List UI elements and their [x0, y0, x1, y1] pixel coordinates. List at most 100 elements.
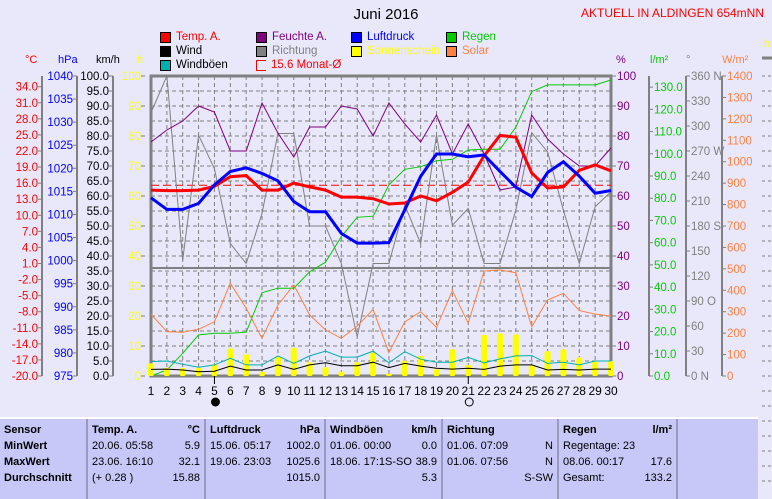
table-column: Richtung 01.06. 07:09 N 01.06. 07:56 N S-SW: [443, 419, 559, 499]
cell-label: (+ 0.28 ): [92, 472, 134, 484]
legend-swatch: [351, 45, 362, 57]
statistics-table: Sensor MinWert MaxWert Durchschnitt Temp. A.…: [0, 417, 758, 499]
rain-tick-label: 80.0: [654, 193, 676, 205]
direction-tick-label: 120: [691, 271, 710, 283]
legend-swatch: [256, 45, 267, 57]
cell-value: 0.0: [421, 440, 437, 452]
rain-tick-label: 20.0: [654, 327, 676, 339]
column-unit: hPa: [299, 424, 320, 436]
table-row: 01.06. 00:00 0.0: [330, 440, 437, 456]
cell-label: 01.06. 00:00: [330, 440, 392, 452]
solar-tick-label: 800: [727, 200, 746, 212]
wind-axis-unit: km/h: [96, 54, 120, 66]
plot-frame: [149, 74, 613, 378]
rain-tick-label: 40.0: [654, 282, 676, 294]
legend-swatch: [160, 31, 171, 43]
x-tick-label: 13: [335, 384, 349, 398]
sun-tick-label: 20: [128, 311, 141, 323]
legend-label: Wind: [176, 45, 203, 57]
cell-value: 17.6: [650, 456, 672, 468]
sun-tick-label: 100: [122, 71, 141, 83]
legend-swatch: [446, 31, 457, 43]
table-row: [682, 472, 754, 488]
table-row: 23.06. 16:10 32.1: [92, 456, 200, 472]
direction-tick-label: 60: [691, 321, 704, 333]
table-row: (+ 0.28 ) 15.88: [92, 472, 200, 488]
cell-label: 18.06. 17:1S-SO: [330, 456, 412, 468]
sun-axis-unit: h: [137, 54, 143, 66]
pressure-tick-label: 1010: [47, 209, 73, 221]
pressure-tick-label: 995: [54, 279, 73, 291]
direction-tick-label: 330: [691, 96, 710, 108]
table-row: S-SW: [447, 472, 553, 488]
pressure-tick-label: 985: [54, 325, 73, 337]
column-header: Windböen: [330, 424, 384, 436]
table-column: Sensor MinWert MaxWert Durchschnitt: [0, 419, 88, 499]
direction-tick-label: 360 N: [691, 71, 722, 83]
sun-tick-label: 10: [128, 341, 141, 353]
x-tick-label: 8: [259, 384, 266, 398]
series-line-wind: [150, 361, 611, 373]
direction-tick-label: 150: [691, 246, 710, 258]
wind-tick-label: 35.0: [87, 266, 109, 278]
pressure-tick-label: 1025: [47, 140, 73, 152]
temp-tick-label: 28.0: [16, 114, 38, 126]
cell-label: 15.06. 05:17: [210, 440, 272, 452]
pressure-tick-label: 975: [54, 371, 73, 383]
x-tick-label: 28: [573, 384, 587, 398]
x-tick-label: 26: [541, 384, 555, 398]
direction-axis-unit: °: [686, 54, 690, 66]
sun-tick-label: 60: [128, 191, 141, 203]
humidity-tick-label: 40: [617, 251, 630, 263]
x-tick-label: 2: [164, 384, 171, 398]
x-tick-label: 16: [382, 384, 396, 398]
wind-tick-label: 25.0: [87, 296, 109, 308]
cell-value: 32.1: [178, 456, 200, 468]
sunshine-bar: [163, 367, 170, 376]
wind-tick-label: 45.0: [87, 236, 109, 248]
legend-swatch: [256, 59, 266, 71]
cell-value: 15.88: [172, 472, 200, 484]
legend-temp: Temp. A.: [160, 31, 221, 43]
legend-monthly-mean: 15.6 Monat-Ø: [256, 59, 341, 71]
series-line-richtung: [150, 75, 612, 337]
wind-tick-label: 30.0: [87, 281, 109, 293]
temp-tick-label: 10.0: [16, 210, 38, 222]
cell-value: 5.9: [184, 440, 200, 452]
column-header: Richtung: [447, 424, 495, 436]
temp-tick-label: -8.0: [18, 307, 38, 319]
table-row: Gesamt: 133.2: [563, 472, 672, 488]
table-row: 01.06. 07:56 N: [447, 456, 553, 472]
temp-axis-unit: °C: [25, 54, 37, 66]
cell-label: 01.06. 07:09: [447, 440, 509, 452]
table-column: Windböen km/h 01.06. 00:00 0.0 18.06. 17:1S-…: [326, 419, 443, 499]
legend-pressure: Luftdruck: [351, 31, 414, 43]
table-row: [682, 456, 754, 472]
sunshine-bar: [259, 371, 266, 376]
sunshine-bar: [385, 373, 392, 376]
station-link[interactable]: AKTUELL IN ALDINGEN 654mNN: [581, 6, 764, 20]
legend-swatch: [446, 45, 457, 57]
sunshine-bar: [274, 356, 281, 376]
pressure-tick-label: 1000: [47, 256, 73, 268]
table-row: MaxWert: [4, 456, 82, 472]
sunshine-bar: [354, 362, 361, 376]
column-header: Temp. A.: [92, 424, 138, 436]
humidity-tick-label: 30: [617, 281, 630, 293]
cell-value: N: [545, 456, 553, 468]
sunshine-bar: [496, 333, 503, 376]
solar-tick-label: 1300: [727, 92, 753, 104]
rain-tick-label: 100.0: [654, 149, 683, 161]
rain-tick-label: 30.0: [654, 304, 676, 316]
legend-rain: Regen: [446, 31, 496, 43]
rain-tick-label: 130.0: [654, 82, 683, 94]
pressure-tick-label: 980: [54, 348, 73, 360]
legend-direction: Richtung: [256, 45, 317, 57]
x-tick-label: 6: [227, 384, 234, 398]
x-tick-label: 9: [275, 384, 282, 398]
temp-tick-label: 31.0: [16, 98, 38, 110]
x-tick-label: 30: [604, 384, 618, 398]
direction-tick-label: 0 N: [691, 371, 709, 383]
pressure-tick-label: 1040: [47, 71, 73, 83]
